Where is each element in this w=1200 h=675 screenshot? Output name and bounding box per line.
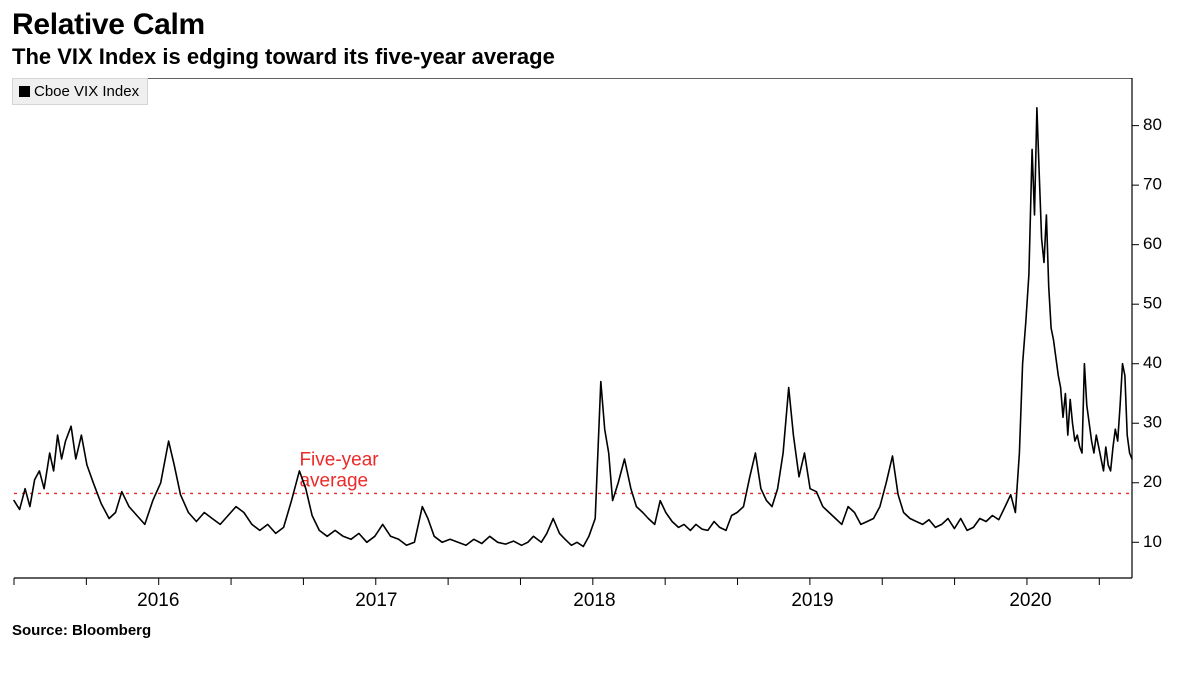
svg-text:50: 50 <box>1143 294 1162 313</box>
svg-text:2017: 2017 <box>355 590 397 611</box>
svg-text:2018: 2018 <box>573 590 615 611</box>
svg-text:60: 60 <box>1143 234 1162 253</box>
svg-text:Five-year: Five-year <box>299 449 379 470</box>
svg-text:70: 70 <box>1143 175 1162 194</box>
svg-text:2019: 2019 <box>791 590 833 611</box>
chart-area: Cboe VIX Index 10 20 30 40 50 60 70 80 2016 2017 2… <box>12 78 1184 618</box>
svg-text:average: average <box>299 470 368 491</box>
chart-title: Relative Calm <box>12 8 1190 42</box>
source-label: Source: Bloomberg <box>12 622 1190 639</box>
svg-text:40: 40 <box>1143 353 1162 372</box>
svg-text:10: 10 <box>1143 532 1162 551</box>
svg-text:2020: 2020 <box>1009 590 1051 611</box>
legend-swatch <box>19 86 30 97</box>
svg-text:80: 80 <box>1143 115 1162 134</box>
chart-container: Relative Calm The VIX Index is edging to… <box>0 0 1200 675</box>
svg-text:20: 20 <box>1143 472 1162 491</box>
svg-text:30: 30 <box>1143 413 1162 432</box>
line-chart-svg: 10 20 30 40 50 60 70 80 2016 2017 2018 2019 2020 Five… <box>12 78 1184 618</box>
chart-subtitle: The VIX Index is edging toward its five-… <box>12 44 1190 70</box>
legend: Cboe VIX Index <box>12 78 148 105</box>
svg-text:2016: 2016 <box>137 590 179 611</box>
legend-label: Cboe VIX Index <box>34 83 139 100</box>
